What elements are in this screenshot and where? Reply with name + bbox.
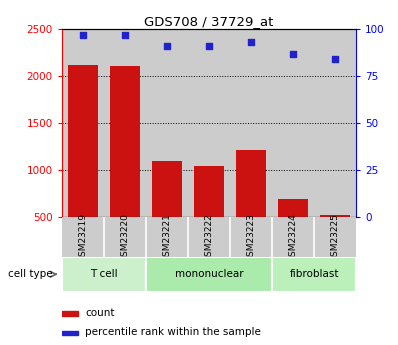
Text: cell type: cell type [8, 269, 53, 279]
Text: percentile rank within the sample: percentile rank within the sample [85, 327, 261, 337]
Text: GSM23224: GSM23224 [289, 213, 298, 262]
Bar [314, 29, 356, 217]
Text: fibroblast: fibroblast [289, 269, 339, 279]
Point [206, 43, 212, 49]
Text: GSM23222: GSM23222 [205, 213, 213, 262]
Bar [152, 161, 182, 217]
Point [164, 43, 170, 49]
Point [290, 51, 296, 57]
Bar [104, 29, 146, 217]
Text: GSM23221: GSM23221 [162, 213, 172, 262]
Text: mononuclear: mononuclear [175, 269, 243, 279]
Bar [62, 257, 146, 292]
Bar [62, 311, 78, 316]
Bar [62, 29, 104, 217]
Text: T cell: T cell [90, 269, 117, 279]
Title: GDS708 / 37729_at: GDS708 / 37729_at [144, 15, 274, 28]
Bar [236, 150, 266, 217]
Point [122, 32, 128, 38]
Bar [110, 66, 140, 217]
Text: GSM23225: GSM23225 [331, 213, 339, 262]
Bar [230, 29, 272, 217]
Point [248, 40, 254, 45]
Bar [320, 216, 350, 217]
Bar [68, 65, 98, 217]
Bar [194, 166, 224, 217]
Text: GSM23219: GSM23219 [78, 213, 87, 262]
Bar [278, 198, 308, 217]
Bar [188, 29, 230, 217]
Bar [272, 29, 314, 217]
Bar [272, 257, 356, 292]
Text: GSM23220: GSM23220 [120, 213, 129, 262]
Text: GSM23223: GSM23223 [246, 213, 256, 262]
Bar [146, 29, 188, 217]
Bar [146, 257, 272, 292]
Point [332, 57, 338, 62]
Point [80, 32, 86, 38]
Text: count: count [85, 308, 115, 318]
Bar [62, 331, 78, 335]
